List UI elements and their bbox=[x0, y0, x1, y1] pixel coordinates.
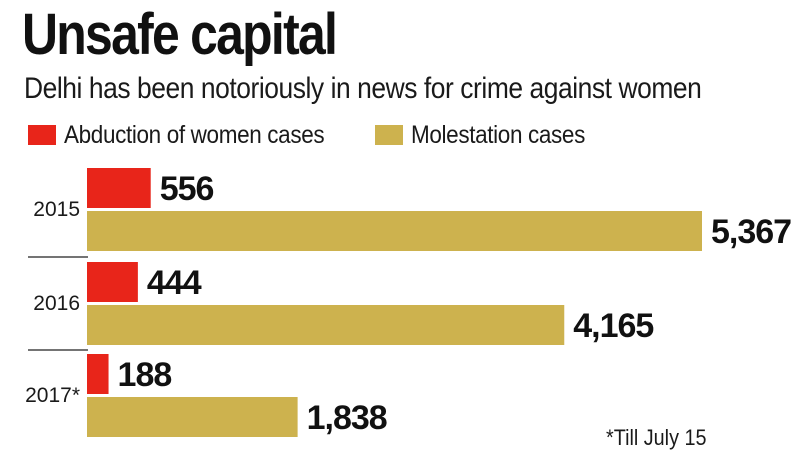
bar-molestation-2017 bbox=[87, 397, 298, 437]
legend-label-molestation: Molestation cases bbox=[411, 121, 586, 149]
legend-item-molestation: Molestation cases bbox=[375, 120, 604, 150]
bar-abduction-2016 bbox=[87, 262, 138, 302]
chart-legend: Abduction of women cases Molestation cas… bbox=[28, 119, 627, 151]
legend-item-abduction: Abduction of women cases bbox=[28, 120, 353, 150]
bar-abduction-2017 bbox=[87, 354, 109, 394]
y-tick-label-2016: 2016 bbox=[33, 292, 80, 315]
y-tick-label-2017: 2017* bbox=[25, 384, 80, 407]
data-label-molestation-2016: 4,165 bbox=[573, 307, 653, 345]
footnote: *Till July 15 bbox=[606, 425, 707, 450]
bar-molestation-2016 bbox=[87, 305, 565, 345]
legend-swatch-molestation bbox=[375, 125, 404, 145]
data-label-molestation-2017: 1,838 bbox=[307, 399, 387, 437]
page-subtitle: Delhi has been notoriously in news for c… bbox=[24, 72, 702, 105]
legend-swatch-abduction bbox=[28, 125, 56, 145]
legend-label-abduction: Abduction of women cases bbox=[64, 121, 325, 149]
data-label-abduction-2015: 556 bbox=[160, 170, 214, 208]
bar-molestation-2015 bbox=[87, 211, 702, 251]
page-title: Unsafe capital bbox=[22, 2, 338, 67]
bar-abduction-2015 bbox=[87, 168, 151, 208]
data-label-molestation-2015: 5,367 bbox=[711, 213, 791, 251]
data-label-abduction-2017: 188 bbox=[118, 356, 172, 394]
data-label-abduction-2016: 444 bbox=[147, 264, 202, 302]
y-tick-label-2015: 2015 bbox=[33, 198, 80, 221]
